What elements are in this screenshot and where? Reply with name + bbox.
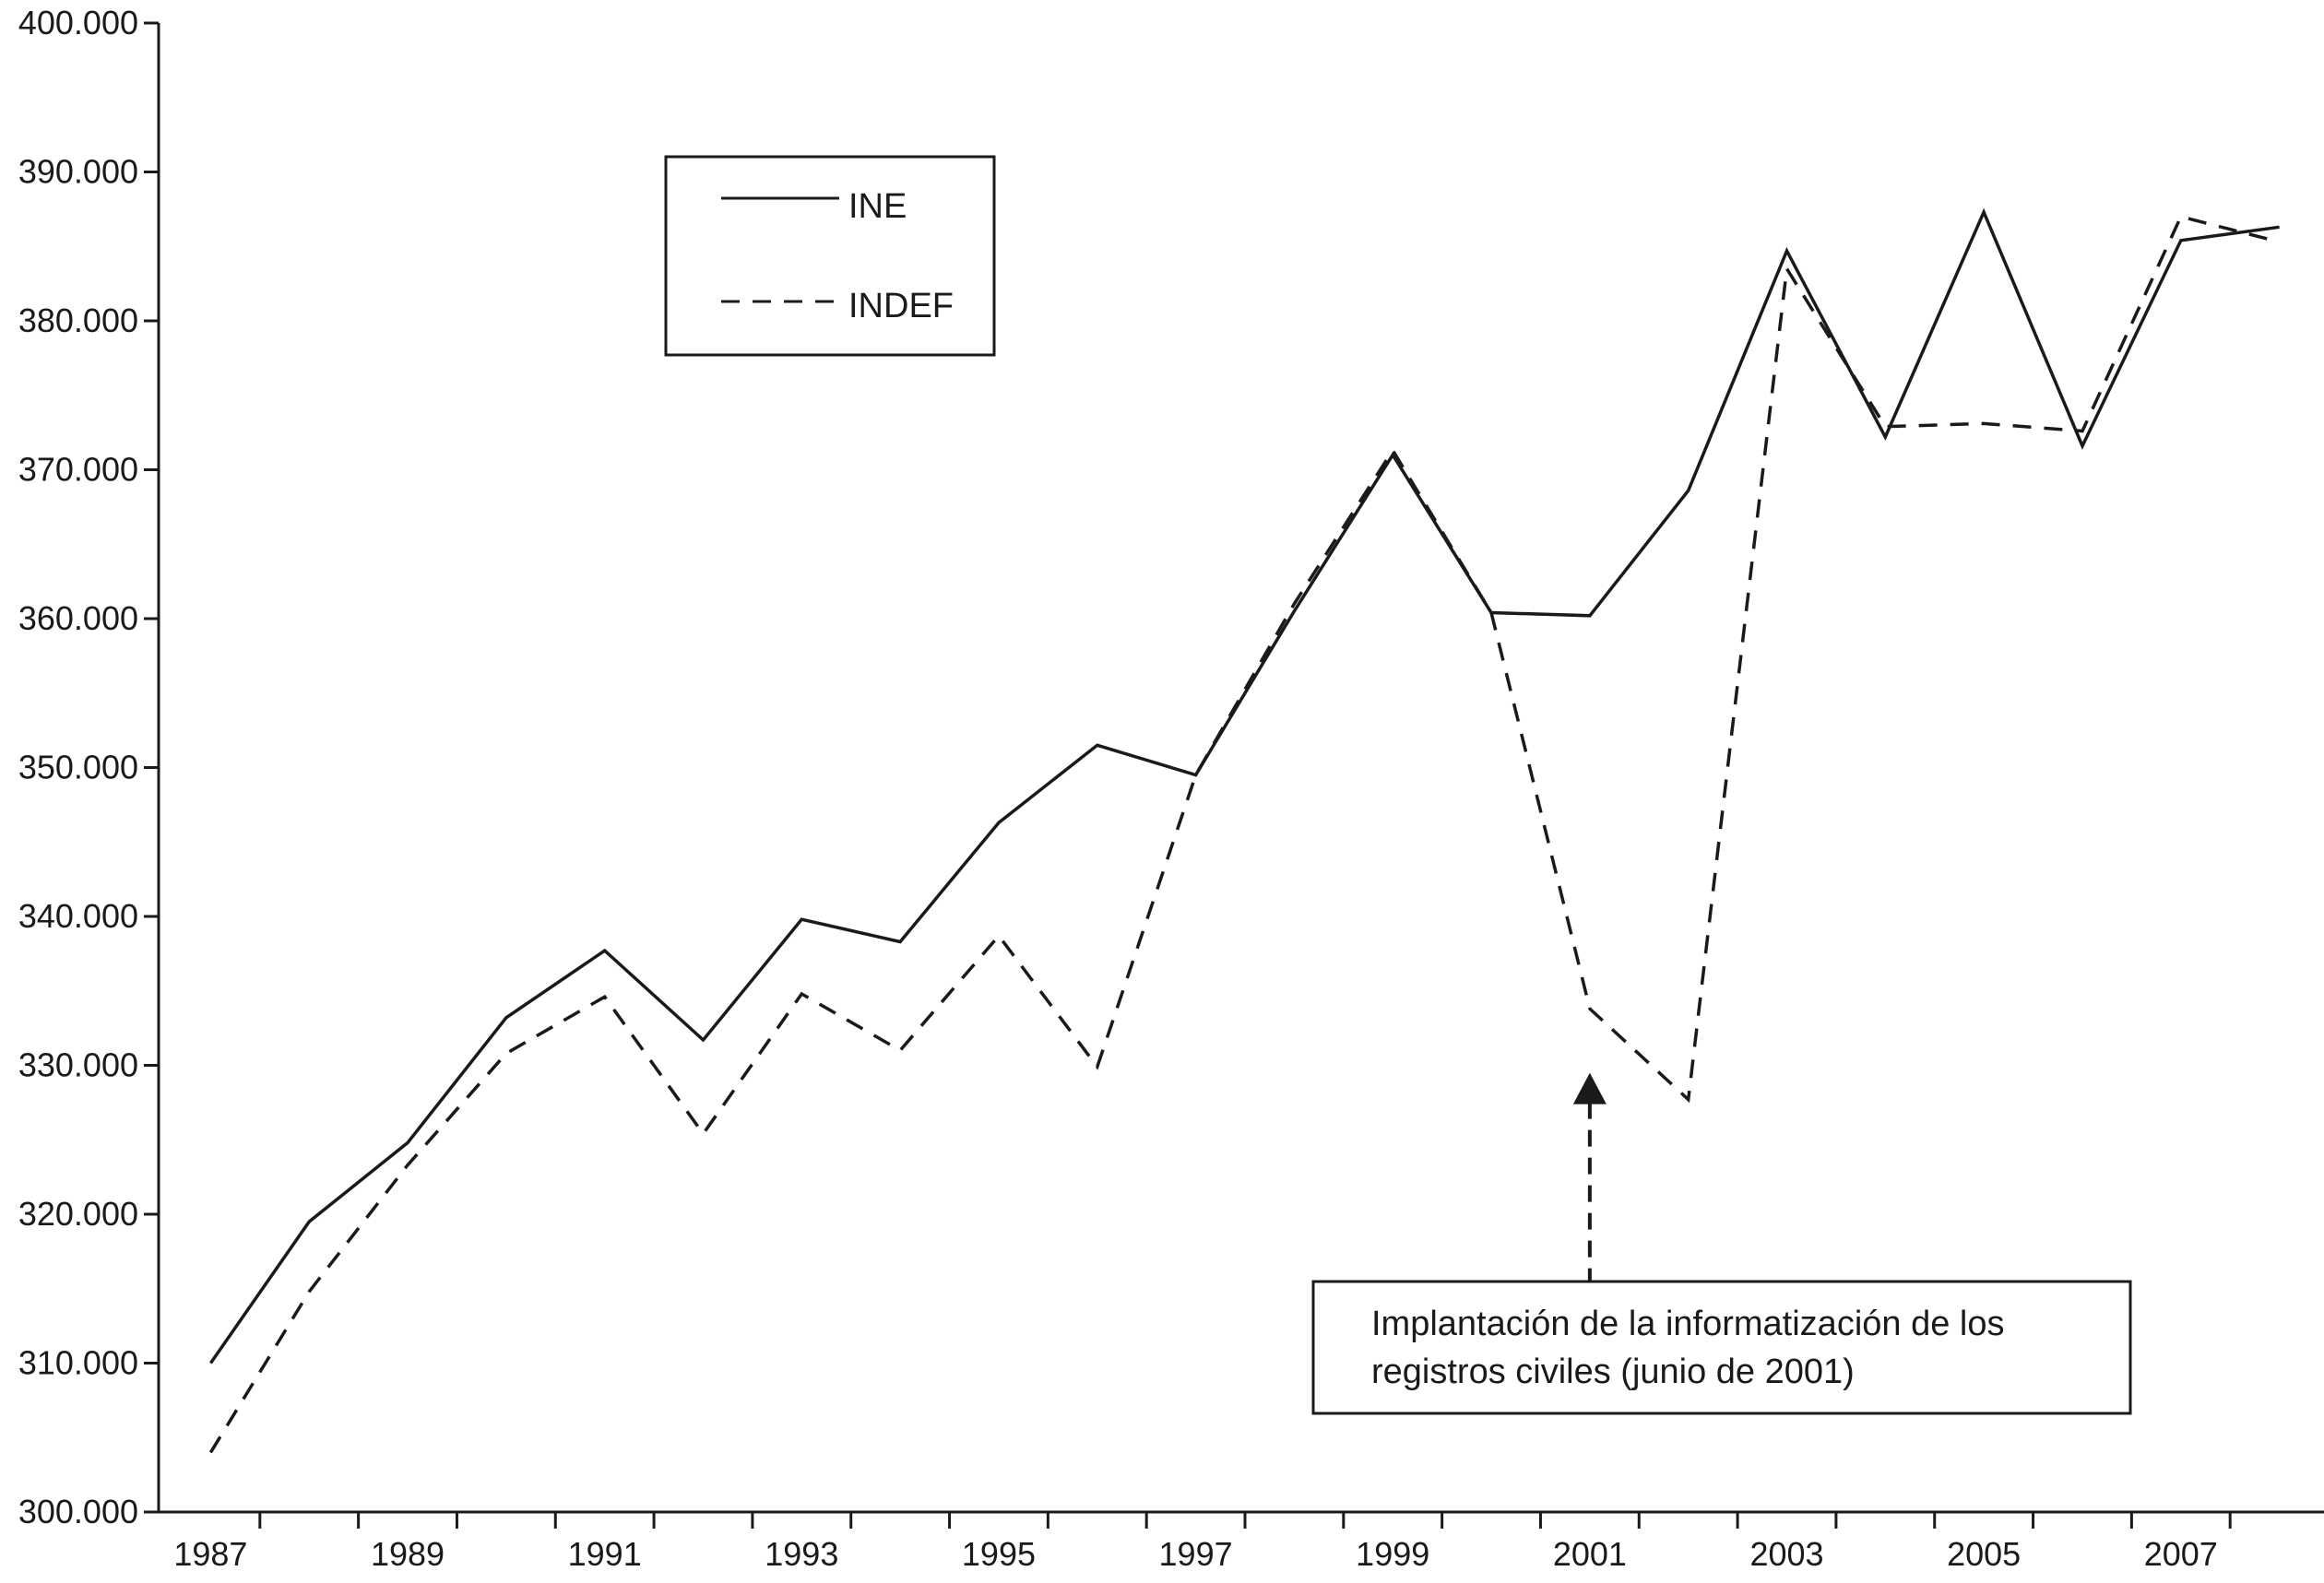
axes: 300.000 310.000 320.000 330.000 340.000 350.0… (18, 4, 2324, 1573)
x-tick-label: 1999 (1356, 1535, 1429, 1573)
y-tick-label: 400.000 (18, 4, 138, 41)
y-tick-label: 370.000 (18, 451, 138, 489)
x-tick-label: 1987 (173, 1535, 247, 1573)
x-tick-label: 2003 (1749, 1535, 1823, 1573)
legend-box (664, 155, 996, 357)
x-tick-label: 2005 (1947, 1535, 2021, 1573)
y-tick-label: 310.000 (18, 1344, 138, 1382)
y-tick-label: 360.000 (18, 599, 138, 637)
x-tick-label: 2001 (1553, 1535, 1627, 1573)
legend-label-indef: INDEF (848, 287, 954, 325)
y-tick-label: 350.000 (18, 749, 138, 786)
annotation-text-line-1: Implantación de la informatización de lo… (1371, 1305, 2005, 1343)
y-tick-label: 390.000 (18, 153, 138, 191)
y-tick-label: 300.000 (18, 1493, 138, 1530)
series-layer (208, 207, 2281, 1454)
x-tick-label: 1989 (371, 1535, 445, 1573)
series-line-indef (208, 214, 2281, 1454)
annotation-text-line-2: registros civiles (junio de 2001) (1371, 1353, 1855, 1391)
annotation-arrowhead (1572, 1072, 1607, 1105)
legend-label-ine: INE (848, 187, 907, 226)
y-tick-label: 330.000 (18, 1046, 138, 1084)
x-tick-label: 1993 (765, 1535, 838, 1573)
legend: INE INDEF (664, 155, 996, 357)
x-tick-label: 1997 (1159, 1535, 1233, 1573)
x-tick-label: 1991 (568, 1535, 642, 1573)
x-tick-label: 1995 (962, 1535, 1036, 1573)
y-tick-label: 340.000 (18, 897, 138, 935)
series-line-ine (208, 207, 2280, 1364)
y-tick-label: 320.000 (18, 1195, 138, 1233)
y-tick-label: 380.000 (18, 301, 138, 339)
annotation-box (1311, 1280, 2132, 1415)
x-tick-label: 2007 (2144, 1535, 2218, 1573)
annotation: Implantación de la informatización de lo… (1311, 1072, 2132, 1415)
